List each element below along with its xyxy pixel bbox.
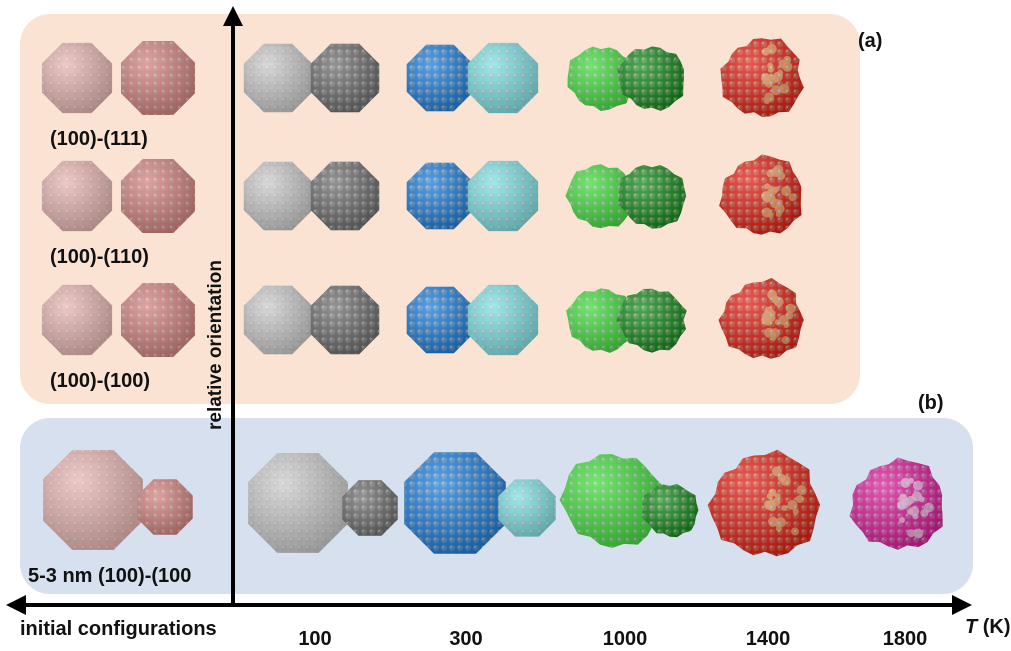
t1000-row3-left-particle bbox=[566, 288, 633, 353]
initial-row1-left-particle bbox=[41, 42, 113, 114]
t300-row3-left-particle bbox=[406, 286, 474, 354]
row-label-100-110: (100)-(110) bbox=[50, 246, 149, 268]
x-tick-1400: 1400 bbox=[745, 628, 791, 650]
b-t1000-small-particle bbox=[642, 484, 699, 538]
b-t1000-large-particle bbox=[559, 454, 663, 548]
panel-b-letter: (b) bbox=[918, 392, 944, 414]
cluster-group bbox=[41, 38, 943, 557]
t1000-row2-right-particle bbox=[618, 164, 687, 229]
t100-row1-left-particle bbox=[243, 43, 313, 113]
y-axis-label: relative orientation bbox=[205, 260, 226, 430]
axes-group bbox=[6, 6, 972, 615]
t1000-row2-left-particle bbox=[565, 164, 636, 229]
b-t100-small-particle bbox=[342, 480, 398, 536]
panel-b-label: 5-3 nm (100)-(100 bbox=[28, 565, 192, 587]
initial-row2-right-particle bbox=[121, 159, 195, 233]
b-t1400-merged-particle bbox=[707, 449, 821, 557]
t1000-row1-left-particle bbox=[567, 46, 635, 111]
initial-row3-right-particle bbox=[121, 283, 195, 357]
t300-row1-left-particle bbox=[406, 44, 474, 112]
x-axis-label-unit: (K) bbox=[977, 616, 1011, 638]
x-axis-left-label: initial configurations bbox=[20, 618, 217, 640]
b-t1800-merged-particle bbox=[849, 457, 943, 550]
t1400-row1-merged-particle bbox=[720, 38, 804, 117]
t300-row2-right-particle bbox=[467, 160, 539, 232]
row-label-100-111: (100)-(111) bbox=[50, 128, 148, 150]
t300-row2-left-particle bbox=[406, 162, 474, 230]
x-tick-1000: 1000 bbox=[602, 628, 648, 650]
b-t100-large-particle bbox=[248, 453, 348, 553]
initial-row3-left-particle bbox=[41, 284, 113, 356]
t100-row3-right-particle bbox=[310, 285, 380, 355]
t300-row3-right-particle bbox=[467, 284, 539, 356]
x-tick-100: 100 bbox=[298, 628, 332, 650]
b-t300-small-particle bbox=[498, 479, 556, 537]
y-axis-arrowhead bbox=[223, 6, 243, 26]
t1000-row3-right-particle bbox=[616, 288, 687, 353]
x-axis-label: T (K) bbox=[965, 616, 1011, 639]
t100-row1-right-particle bbox=[310, 43, 380, 113]
t300-row1-right-particle bbox=[467, 42, 539, 114]
x-axis-label-symbol: T bbox=[965, 616, 978, 638]
initial-row2-left-particle bbox=[41, 160, 113, 232]
t100-row2-left-particle bbox=[243, 161, 313, 231]
t100-row3-left-particle bbox=[243, 285, 313, 355]
t1400-row3-merged-particle bbox=[718, 278, 804, 359]
b-initial-large-particle bbox=[43, 450, 143, 550]
x-tick-300: 300 bbox=[449, 628, 483, 650]
t1000-row1-right-particle bbox=[617, 46, 684, 111]
initial-row1-right-particle bbox=[121, 41, 195, 115]
t100-row2-right-particle bbox=[310, 161, 380, 231]
x-axis-right-arrowhead bbox=[952, 595, 972, 615]
panel-a-letter: (a) bbox=[858, 30, 883, 52]
b-t300-large-particle bbox=[404, 452, 506, 554]
t1400-row2-merged-particle bbox=[719, 154, 802, 235]
row-label-100-100: (100)-(100) bbox=[50, 370, 151, 392]
x-axis-left-arrowhead bbox=[6, 595, 26, 615]
x-tick-1800: 1800 bbox=[882, 628, 928, 650]
b-initial-small-particle bbox=[137, 479, 193, 535]
